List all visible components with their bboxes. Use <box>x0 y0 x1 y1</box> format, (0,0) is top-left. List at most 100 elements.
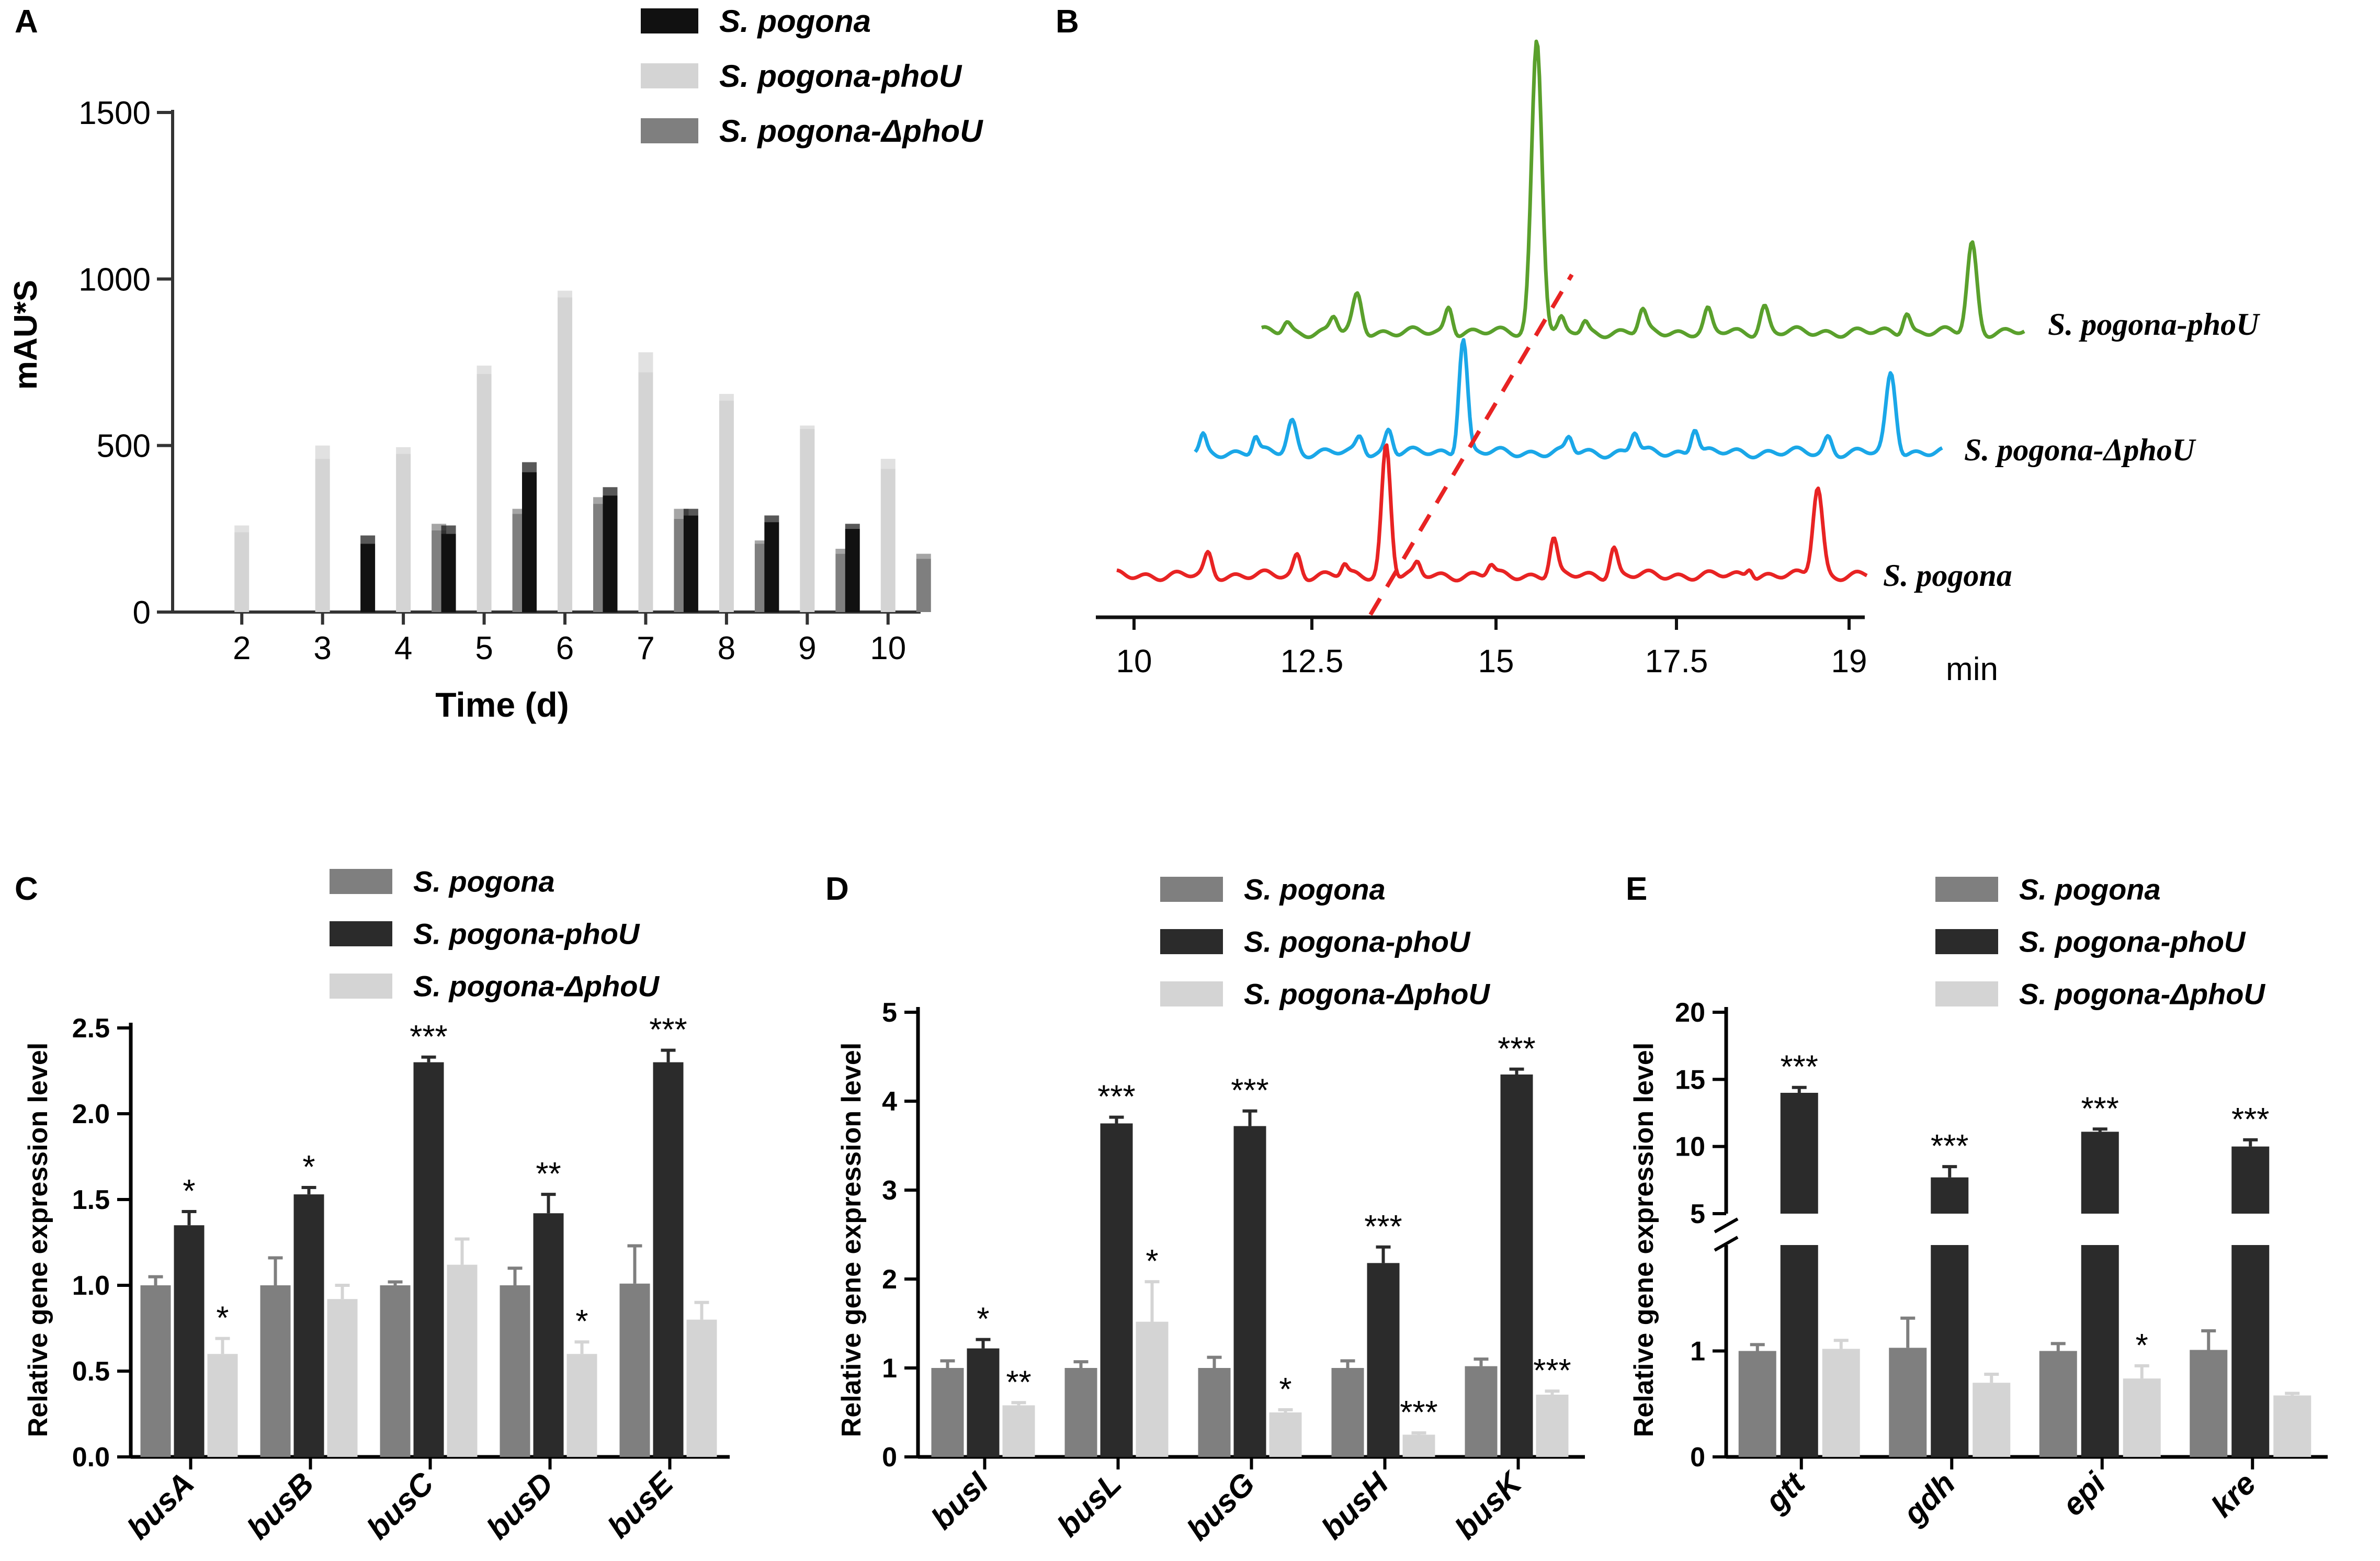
a-error-bar <box>396 447 411 454</box>
a-xtick-label: 8 <box>718 630 735 666</box>
c-bar <box>207 1354 238 1457</box>
a-bar <box>683 515 698 612</box>
a-error-bar <box>880 459 896 469</box>
d-bar <box>1198 1368 1231 1457</box>
e-ytick-label: 0 <box>1690 1442 1705 1473</box>
d-xtick-label: busK <box>1448 1464 1529 1546</box>
e-ytick-label: 5 <box>1690 1199 1705 1229</box>
b-trace-wt <box>1116 443 1868 583</box>
a-error-bar <box>764 515 779 523</box>
e-bar <box>2039 1351 2077 1457</box>
c-ytick-label: 1.5 <box>72 1185 110 1215</box>
a-xtick-label: 3 <box>313 630 331 666</box>
a-bar <box>845 528 860 612</box>
panel-label-d: D <box>825 871 849 907</box>
d-bar <box>1500 1074 1533 1457</box>
c-significance: *** <box>410 1019 447 1055</box>
a-ytick-label: 1500 <box>78 95 151 131</box>
c-significance: * <box>575 1304 588 1340</box>
a-error-bar <box>234 525 250 533</box>
b-trace-label-wt: S. pogona <box>1883 558 2012 593</box>
b-xtick-label: 17.5 <box>1645 643 1708 680</box>
e-bar <box>1822 1349 1860 1457</box>
c-bar <box>619 1283 650 1457</box>
d-bar <box>1233 1126 1266 1457</box>
a-error-bar <box>916 553 931 559</box>
e-significance: * <box>2136 1328 2148 1364</box>
c-significance: * <box>302 1149 315 1185</box>
a-error-bar <box>441 525 456 534</box>
d-bar <box>1100 1123 1133 1457</box>
c-bar <box>533 1213 564 1457</box>
b-xtick-label: 19 <box>1831 643 1867 680</box>
e-legend-swatch <box>1935 877 1998 902</box>
a-error-bar <box>360 535 376 544</box>
c-bar <box>140 1285 171 1457</box>
a-legend-swatch <box>641 8 698 33</box>
c-legend-label: S. pogona-ΔphoU <box>413 970 660 1003</box>
d-significance: *** <box>1364 1209 1402 1245</box>
e-legend-swatch <box>1935 929 1998 954</box>
a-bar <box>880 469 896 612</box>
e-xtick-label: gtt <box>1758 1465 1812 1519</box>
c-legend-swatch <box>330 921 392 946</box>
a-error-bar <box>719 393 734 401</box>
c-xtick-label: busE <box>601 1465 681 1545</box>
e-ytick-label: 1 <box>1690 1337 1705 1367</box>
d-xtick-label: busI <box>924 1465 995 1536</box>
e-bar <box>2231 1146 2270 1214</box>
e-bar-lower-part <box>2081 1245 2119 1457</box>
b-trace-label-phou: S. pogona-phoU <box>2048 307 2260 342</box>
a-error-bar <box>603 487 618 496</box>
e-xtick-label: gdh <box>1896 1466 1962 1532</box>
e-bar <box>1780 1093 1818 1214</box>
b-trace-label-dphou: S. pogona-ΔphoU <box>1964 433 2196 467</box>
a-xtick-label: 10 <box>870 630 906 666</box>
e-bar-lower-part <box>2231 1245 2270 1457</box>
a-bar <box>441 534 456 612</box>
d-ytick-label: 0 <box>882 1442 897 1473</box>
a-xtick-label: 2 <box>233 630 251 666</box>
a-bar <box>800 428 815 612</box>
b-xtick-label: 10 <box>1116 643 1152 680</box>
a-error-bar <box>512 508 527 514</box>
a-error-bar <box>800 425 815 429</box>
a-xtick-label: 9 <box>798 630 816 666</box>
c-legend-label: S. pogona <box>413 865 555 898</box>
d-significance: *** <box>1231 1073 1268 1109</box>
e-significance: *** <box>1781 1049 1818 1085</box>
a-bar <box>764 522 779 612</box>
d-legend-swatch <box>1160 981 1223 1006</box>
d-bar <box>1536 1395 1569 1457</box>
a-error-bar <box>754 540 769 544</box>
a-legend-label: S. pogona-phoU <box>719 59 962 94</box>
a-legend-swatch <box>641 118 698 143</box>
d-legend-label: S. pogona-phoU <box>1244 925 1471 958</box>
a-ytick-label: 1000 <box>78 262 151 298</box>
e-bar <box>1889 1348 1927 1457</box>
e-legend-swatch <box>1935 981 1998 1006</box>
c-legend-swatch <box>330 869 392 894</box>
a-error-bar <box>558 290 572 298</box>
e-bar <box>2190 1350 2228 1457</box>
panel-label-b: B <box>1056 4 1079 40</box>
e-bar <box>1973 1383 2011 1457</box>
e-bar-lower-part <box>1931 1245 1969 1457</box>
a-error-bar <box>477 365 492 374</box>
c-bar <box>260 1285 291 1457</box>
c-significance: ** <box>536 1156 561 1192</box>
d-legend-swatch <box>1160 929 1223 954</box>
panel-label-c: C <box>15 871 38 907</box>
c-significance: * <box>183 1173 195 1209</box>
a-bar <box>603 495 618 612</box>
e-significance: *** <box>2081 1091 2119 1127</box>
b-xtick-label: 12.5 <box>1280 643 1344 680</box>
e-ytick-label: 20 <box>1675 998 1705 1028</box>
e-xtick-label: kre <box>2204 1466 2262 1524</box>
c-legend-label: S. pogona-phoU <box>413 918 640 951</box>
a-xtick-label: 4 <box>394 630 412 666</box>
c-significance: * <box>216 1300 229 1337</box>
c-xtick-label: busD <box>480 1466 560 1546</box>
